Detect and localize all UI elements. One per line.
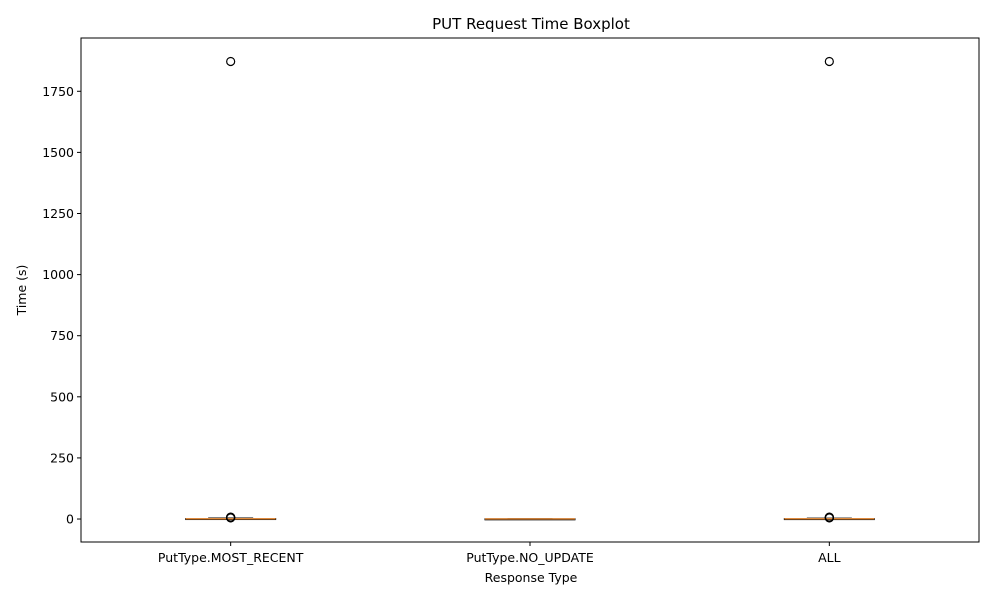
y-tick-label-250: 250: [50, 450, 74, 465]
x-tick-label-3: ALL: [818, 550, 841, 565]
y-axis-label: Time (s): [14, 265, 29, 317]
flier-1-1: [226, 56, 236, 67]
y-tick-label-0: 0: [66, 512, 74, 527]
y-tick-label-1000: 1000: [42, 267, 74, 282]
chart-title: PUT Request Time Boxplot: [432, 15, 630, 33]
y-tick-label-1750: 1750: [42, 84, 74, 99]
plot-area: 0 250 500 750 1000 1250 1500 1750 PutType.MOST_R…: [42, 56, 875, 565]
x-axis-label: Response Type: [485, 570, 578, 585]
plot-frame: [80, 37, 980, 543]
flier-3-1: [824, 56, 834, 67]
y-tick-label-1500: 1500: [42, 145, 74, 160]
x-tick-label-1: PutType.MOST_RECENT: [158, 550, 304, 565]
y-tick-label-1250: 1250: [42, 206, 74, 221]
x-tick-label-2: PutType.NO_UPDATE: [466, 550, 594, 565]
flier-3-6: [824, 512, 834, 522]
y-tick-label-500: 500: [50, 389, 74, 404]
y-tick-label-750: 750: [50, 328, 74, 343]
flier-1-6: [226, 512, 236, 522]
